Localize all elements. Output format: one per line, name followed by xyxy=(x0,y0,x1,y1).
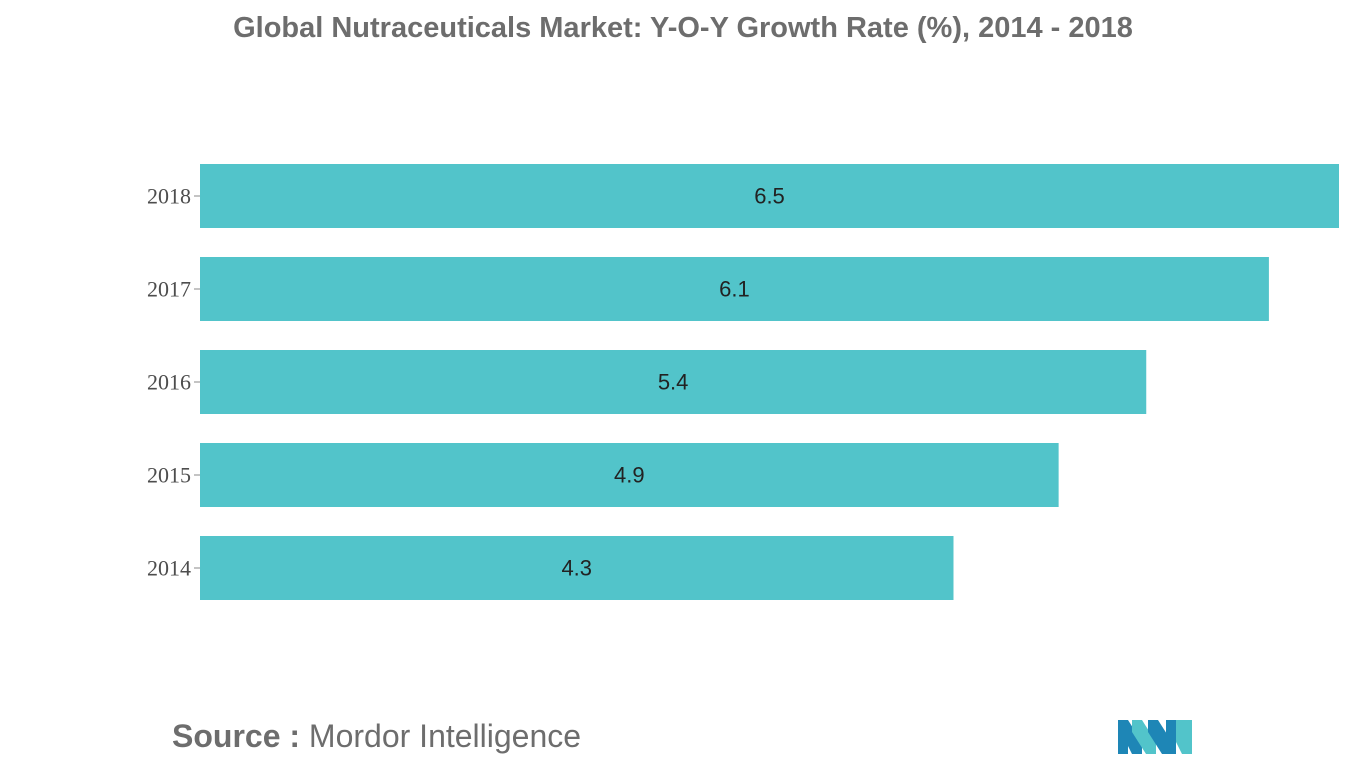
bar-2016 xyxy=(200,350,1147,414)
source-text: Mordor Intelligence xyxy=(308,718,582,754)
source-label: Source : xyxy=(172,718,301,754)
bars-layer: 2018 6.5 2017 6.1 2016 5.4 2015 4.9 2014 4.3 xyxy=(147,164,1339,600)
bar-value-label: 4.3 xyxy=(561,556,592,581)
bar-value-label: 6.1 xyxy=(719,277,750,302)
source-note: Source : Mordor Intelligence xyxy=(172,718,581,755)
chart-title: Global Nutraceuticals Market: Y-O-Y Grow… xyxy=(233,12,1133,44)
bar-2015 xyxy=(200,443,1059,507)
bar-2017 xyxy=(200,257,1269,321)
bar-2018 xyxy=(200,164,1339,228)
bar-value-label: 4.9 xyxy=(614,463,645,488)
y-tick-label: 2018 xyxy=(147,184,191,209)
y-tick-label: 2016 xyxy=(147,370,191,395)
bar-value-label: 5.4 xyxy=(658,370,689,395)
bar-value-label: 6.5 xyxy=(754,184,785,209)
bar-2014 xyxy=(200,536,954,600)
mordor-intelligence-logo-icon xyxy=(1118,720,1192,754)
y-tick-label: 2017 xyxy=(147,277,191,302)
y-tick-label: 2015 xyxy=(147,463,191,488)
y-tick-label: 2014 xyxy=(147,556,191,581)
